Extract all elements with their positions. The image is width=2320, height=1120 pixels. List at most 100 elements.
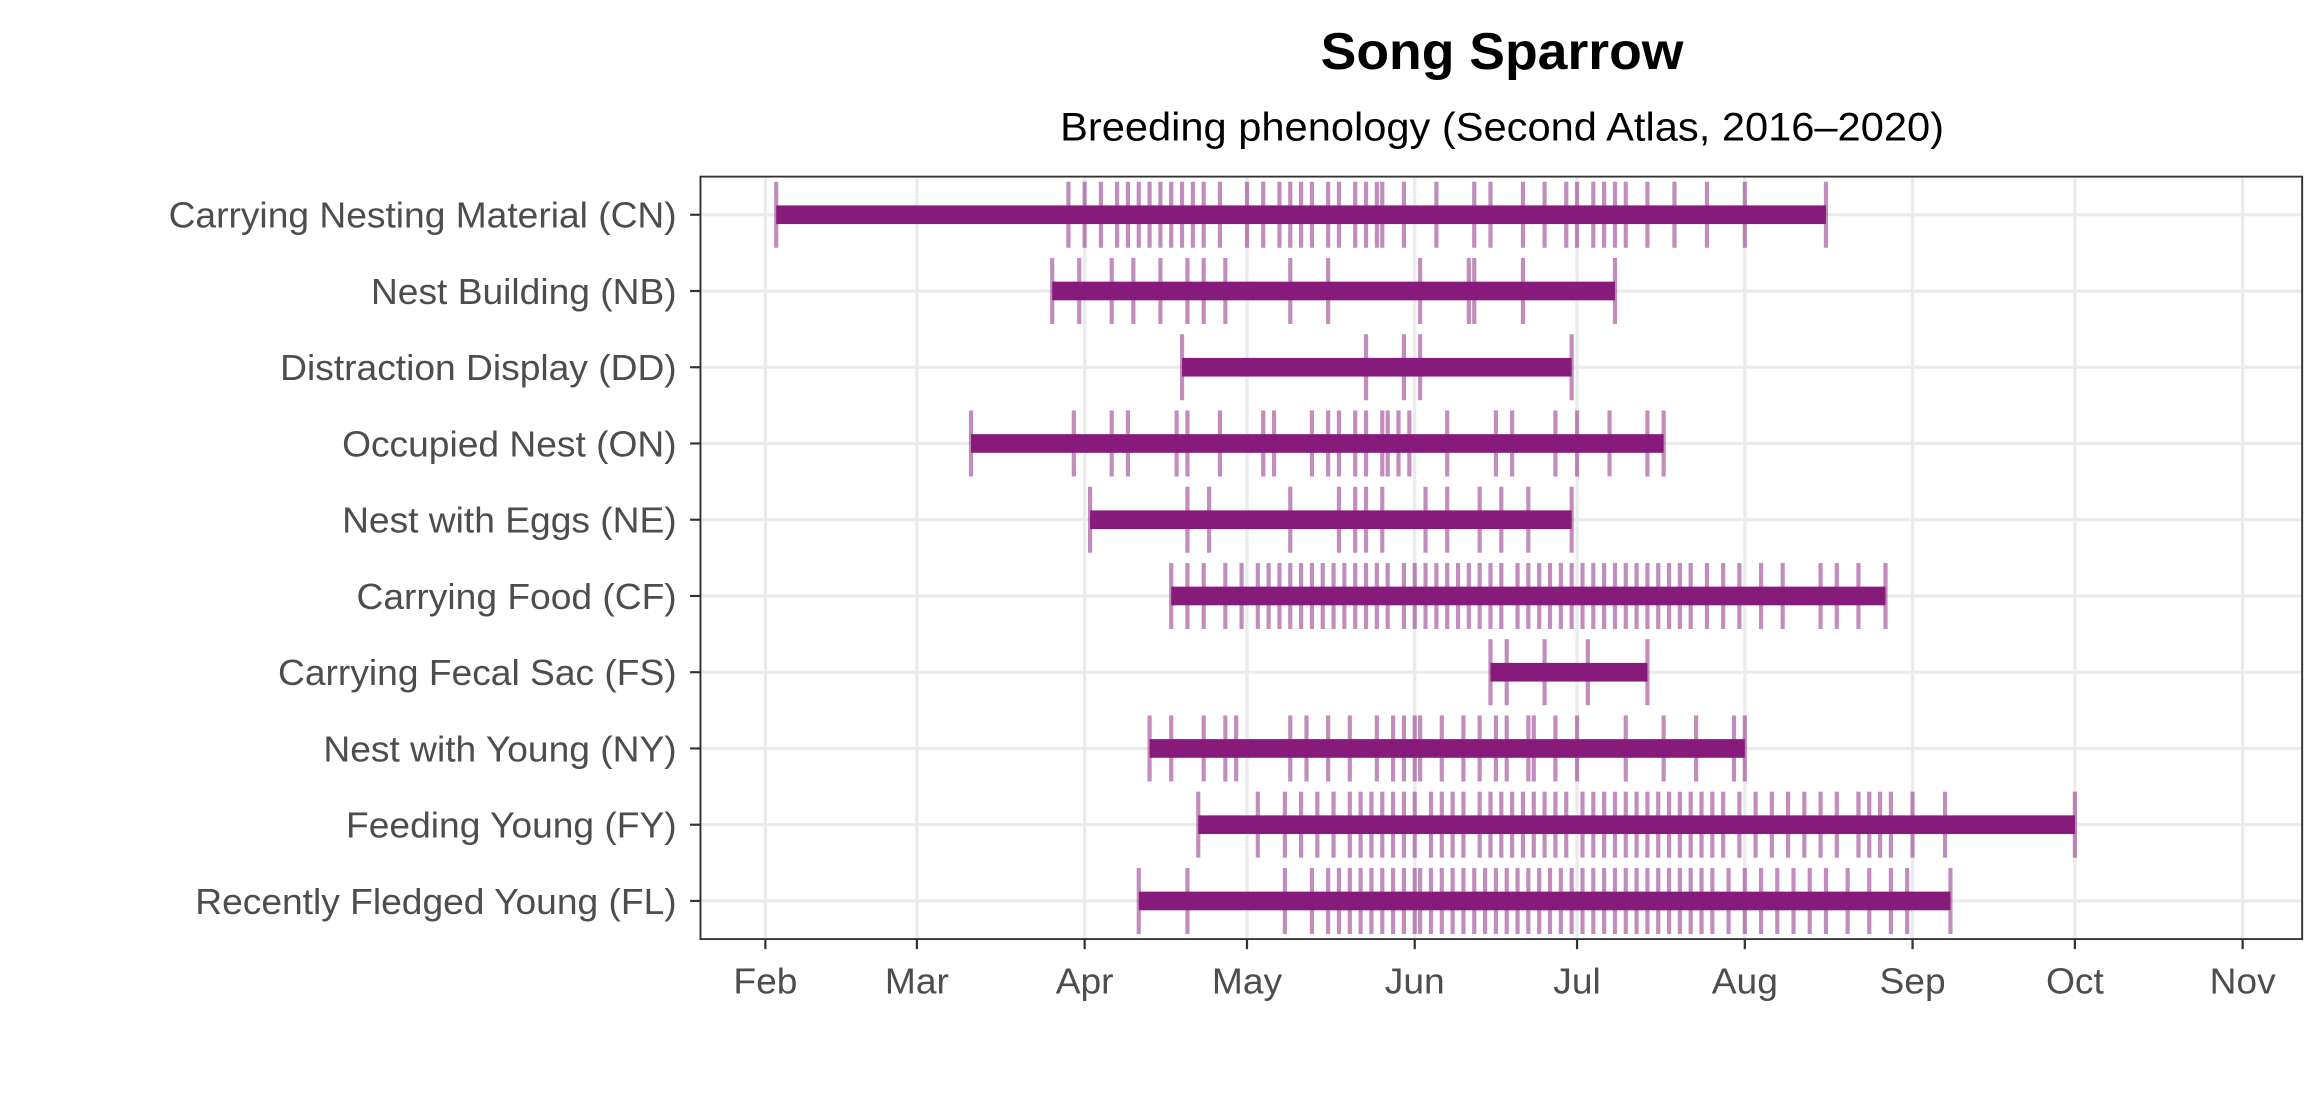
observation-tick [1450, 867, 1455, 934]
observation-tick [1326, 867, 1331, 934]
observation-tick [1580, 562, 1585, 629]
y-tick-label: Recently Fledged Young (FL) [195, 881, 676, 921]
observation-tick [1569, 867, 1574, 934]
observation-tick [1688, 867, 1693, 934]
observation-tick [1326, 715, 1331, 782]
observation-tick [1369, 867, 1374, 934]
observation-tick [1255, 791, 1260, 858]
y-tick-label: Nest with Eggs (NE) [342, 500, 677, 540]
observation-tick [1677, 791, 1682, 858]
x-tick-label: Jun [1385, 961, 1445, 1001]
observation-tick [1753, 791, 1758, 858]
observation-tick [1455, 562, 1461, 629]
observation-tick [1412, 791, 1417, 858]
observation-tick [1477, 486, 1482, 553]
observation-tick [1098, 181, 1103, 248]
observation-tick [1634, 562, 1639, 629]
observation-tick [1656, 791, 1661, 858]
observation-tick [1326, 257, 1331, 325]
observation-tick [1412, 715, 1417, 782]
observation-tick [1580, 791, 1585, 858]
observation-tick [1845, 867, 1850, 934]
observation-tick [1185, 562, 1190, 629]
observation-tick [1363, 562, 1369, 629]
observation-tick [1439, 791, 1444, 858]
observation-tick [1493, 410, 1498, 477]
observation-tick [1742, 715, 1747, 782]
observation-tick [1856, 791, 1861, 858]
observation-tick [1867, 791, 1872, 858]
x-tick-label: Oct [2046, 961, 2104, 1001]
observation-tick [1336, 181, 1342, 248]
observation-tick [1461, 791, 1466, 858]
y-tick-label: Feeding Young (FY) [346, 805, 677, 845]
observation-tick [1418, 867, 1423, 934]
observation-tick [1136, 181, 1141, 248]
observation-tick [1569, 562, 1574, 629]
observation-tick [1136, 867, 1141, 934]
observation-tick [1710, 867, 1715, 934]
observation-tick [1331, 562, 1336, 629]
observation-tick [1326, 410, 1331, 477]
observation-tick [1477, 715, 1482, 782]
observation-tick [1526, 867, 1531, 934]
observation-tick [1558, 562, 1563, 629]
observation-tick [1602, 181, 1607, 248]
observation-tick [1791, 867, 1796, 934]
observation-tick [1488, 181, 1493, 248]
observation-tick [1623, 791, 1628, 858]
observation-tick [1401, 715, 1406, 782]
observation-tick [1223, 715, 1228, 782]
range-bar [1182, 357, 1572, 377]
y-axis: Recently Fledged Young (FL) Feeding Young… [169, 195, 701, 922]
observation-tick [1304, 715, 1309, 782]
observation-tick [1656, 867, 1661, 934]
observation-tick [1288, 181, 1293, 248]
observation-tick [1477, 562, 1482, 629]
observation-tick [1326, 181, 1331, 248]
observation-tick [1374, 181, 1379, 248]
observation-tick [1169, 715, 1174, 782]
x-tick-label: Nov [2210, 961, 2277, 1001]
observation-tick [1299, 562, 1304, 629]
observation-tick [1201, 257, 1206, 325]
observation-tick [1558, 867, 1563, 934]
observation-tick [1217, 181, 1223, 248]
observation-tick [1883, 562, 1888, 629]
observation-tick [1510, 791, 1515, 858]
observation-tick [1623, 715, 1628, 782]
observation-tick [1905, 867, 1910, 934]
observation-tick [1553, 715, 1558, 782]
observation-tick [1731, 715, 1737, 782]
observation-tick [1623, 562, 1628, 629]
observation-tick [1612, 562, 1618, 629]
observation-tick [1564, 181, 1569, 248]
observation-tick [1553, 791, 1558, 858]
observation-tick [1466, 562, 1471, 629]
x-tick-label: Mar [885, 961, 949, 1001]
x-tick-label: Aug [1712, 961, 1778, 1001]
observation-tick [1537, 562, 1542, 629]
observation-tick [1547, 562, 1553, 629]
observation-tick [1499, 562, 1504, 629]
observation-tick [1380, 867, 1385, 934]
observation-tick [1564, 791, 1569, 858]
observation-tick [1239, 562, 1244, 629]
observation-tick [1066, 181, 1071, 248]
observation-tick [1309, 410, 1315, 477]
observation-tick [1742, 181, 1747, 248]
observation-tick [1591, 562, 1596, 629]
observation-tick [1834, 791, 1839, 858]
observation-tick [1050, 257, 1055, 325]
observation-tick [1574, 181, 1580, 248]
observation-tick [1574, 410, 1580, 477]
observation-tick [1612, 181, 1618, 248]
observation-tick [1423, 486, 1428, 553]
observation-tick [1445, 410, 1450, 477]
observation-tick [1418, 257, 1423, 325]
observation-tick [1217, 410, 1223, 477]
observation-tick [1520, 257, 1526, 325]
observation-tick [1288, 257, 1293, 325]
y-tick-label: Carrying Food (CF) [357, 576, 677, 616]
